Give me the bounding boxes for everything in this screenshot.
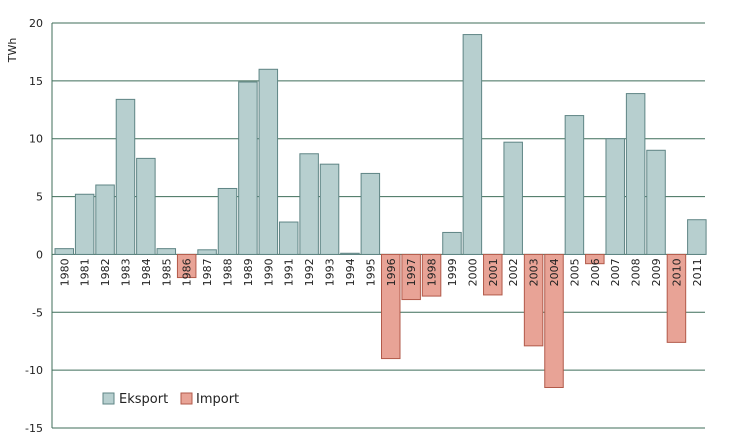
bar-1986 [176,253,197,279]
x-tick-label: 1984 [140,258,153,286]
x-tick-label: 2011 [691,258,704,286]
bar-1997 [401,253,421,301]
y-tick-label: -10 [25,364,43,377]
legend-label-import: Import [196,392,239,407]
bar-1983 [115,98,136,255]
bar-1993 [319,163,340,255]
y-tick-label: 0 [36,248,43,261]
y-tick-label: -5 [32,306,43,319]
legend-swatch-import [180,392,193,405]
bar-1982 [95,184,115,255]
bar-1988 [217,187,238,255]
bar-2002 [503,141,523,255]
x-tick-label: 1994 [344,258,357,286]
bar-2006 [585,253,605,265]
x-tick-label: 1988 [222,258,235,286]
bars [54,34,707,388]
x-axis: 1980 1981 1982 1983 1984 1985 1986 1987 1988 1989… [58,258,704,286]
x-tick-label: 1986 [181,258,194,286]
bar-1987 [197,249,217,255]
legend-label-eksport: Eksport [119,392,168,407]
x-tick-label: 1995 [364,258,377,286]
x-tick-label: 2001 [487,258,500,286]
legend: Eksport Import [102,392,239,407]
x-tick-label: 2008 [630,258,643,286]
bar-1995 [360,172,381,255]
x-tick-label: 1989 [242,258,255,286]
bar-2001 [483,253,503,296]
x-tick-label: 2006 [589,258,602,286]
bar-2000 [462,34,483,255]
bar-1992 [299,153,319,255]
bar-2008 [625,93,646,255]
bar-1994 [340,252,360,255]
bar-1985 [156,248,177,255]
bar-1984 [136,157,156,255]
x-tick-label: 1981 [79,258,92,286]
y-axis: 20 15 10 5 0 -5 -10 -15 [25,17,43,435]
bar-1998 [421,253,442,297]
y-tick-label: -15 [25,422,43,435]
x-tick-label: 2002 [507,258,520,286]
x-tick-label: 1991 [283,258,296,286]
y-axis-label: TWh [6,38,19,64]
bar-1996 [381,253,401,360]
x-tick-label: 1997 [405,258,418,286]
bar-2011 [687,219,707,255]
x-tick-label: 2005 [568,258,581,286]
legend-swatch-eksport [102,392,115,405]
bar-1989 [238,81,258,255]
y-tick-label: 20 [29,17,43,30]
x-tick-label: 1990 [262,258,275,286]
bar-2003 [523,253,544,347]
x-tick-label: 1998 [426,258,439,286]
bar-1990 [258,68,279,255]
bar-1980 [54,248,74,255]
bar-1999 [442,231,462,255]
bar-1981 [74,193,95,255]
bar-1991 [278,221,299,255]
bar-2005 [564,115,585,255]
x-tick-label: 1999 [446,258,459,286]
x-tick-label: 2004 [548,258,561,286]
x-tick-label: 2000 [466,258,479,286]
x-tick-label: 1987 [201,258,214,286]
y-tick-label: 15 [29,75,43,88]
y-tick-label: 10 [29,133,43,146]
bar-2004 [544,253,564,388]
x-tick-label: 2009 [650,258,663,286]
y-tick-label: 5 [36,191,43,204]
x-tick-label: 1980 [58,258,71,286]
x-tick-label: 2010 [670,258,683,286]
x-tick-label: 1996 [385,258,398,286]
bar-2010 [666,253,687,343]
x-tick-label: 1983 [119,258,132,286]
x-tick-label: 1982 [99,258,112,286]
x-tick-label: 2003 [528,258,541,286]
x-tick-label: 1993 [324,258,337,286]
x-tick-label: 1992 [303,258,316,286]
x-tick-label: 2007 [609,258,622,286]
bar-2009 [646,149,666,255]
x-tick-label: 1985 [160,258,173,286]
bar-2007 [605,138,625,255]
